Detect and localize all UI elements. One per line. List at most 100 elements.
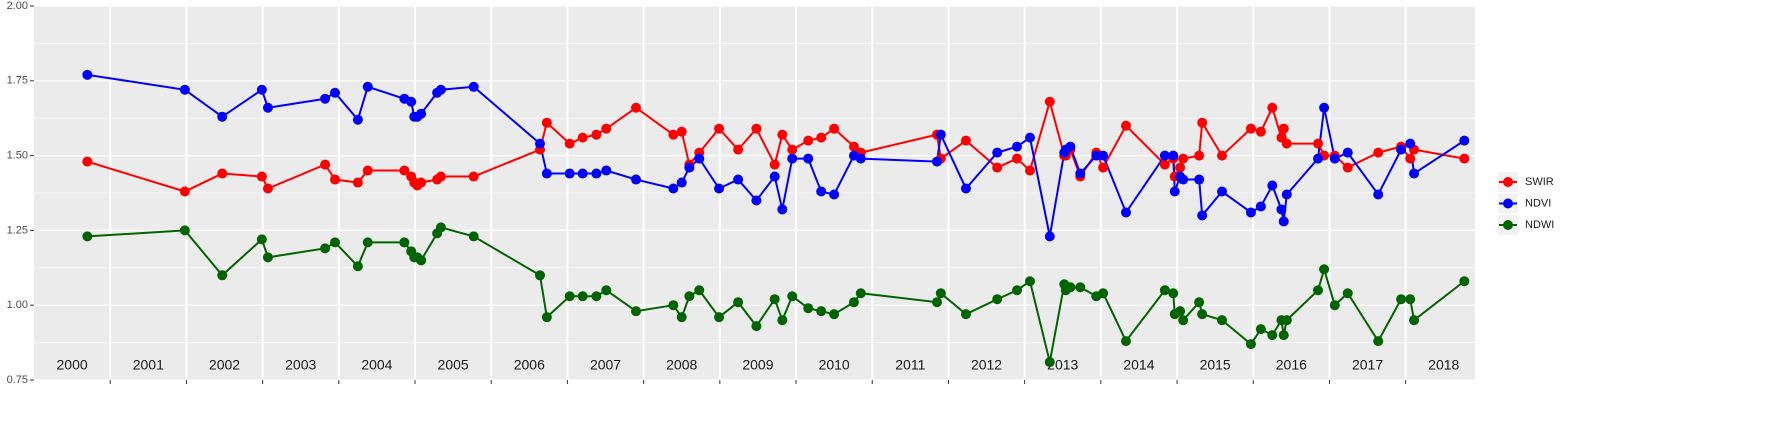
x-year-label: 2012 bbox=[971, 357, 1002, 373]
data-point bbox=[777, 315, 788, 326]
data-point bbox=[541, 312, 552, 323]
data-point bbox=[541, 117, 552, 128]
data-point bbox=[631, 174, 642, 185]
data-point bbox=[591, 168, 602, 179]
data-point bbox=[362, 81, 373, 92]
data-point bbox=[1373, 189, 1384, 200]
x-year-label: 2016 bbox=[1276, 357, 1307, 373]
data-point bbox=[684, 162, 695, 173]
data-point bbox=[1175, 162, 1186, 173]
data-point bbox=[468, 231, 479, 242]
data-point bbox=[1168, 150, 1179, 161]
data-point bbox=[1373, 147, 1384, 158]
data-point bbox=[1373, 336, 1384, 347]
data-point bbox=[399, 165, 410, 176]
data-point bbox=[601, 123, 612, 134]
data-point bbox=[256, 171, 267, 182]
data-point bbox=[787, 153, 798, 164]
data-point bbox=[1459, 153, 1470, 164]
data-point bbox=[787, 291, 798, 302]
data-point bbox=[848, 141, 859, 152]
data-point bbox=[803, 303, 814, 314]
x-year-label: 2004 bbox=[361, 357, 392, 373]
data-point bbox=[601, 165, 612, 176]
data-point bbox=[932, 297, 943, 308]
y-tick-label: 1.75 bbox=[7, 75, 28, 87]
data-point bbox=[82, 69, 93, 80]
data-point bbox=[1281, 189, 1292, 200]
x-year-label: 2010 bbox=[819, 357, 850, 373]
data-point bbox=[217, 111, 228, 122]
data-point bbox=[534, 138, 545, 149]
data-point bbox=[1178, 153, 1189, 164]
legend-key-point bbox=[1503, 198, 1513, 209]
data-point bbox=[256, 234, 267, 245]
x-year-label: 2015 bbox=[1200, 357, 1231, 373]
legend-key-point bbox=[1503, 177, 1513, 187]
legend-label: NDWI bbox=[1525, 219, 1554, 231]
data-point bbox=[468, 171, 479, 182]
data-point bbox=[1276, 204, 1287, 215]
data-point bbox=[1405, 294, 1416, 305]
data-point bbox=[1342, 147, 1353, 158]
data-point bbox=[1245, 207, 1256, 218]
data-point bbox=[1267, 102, 1278, 113]
data-point bbox=[960, 309, 971, 320]
data-point bbox=[668, 300, 679, 311]
x-year-label: 2009 bbox=[742, 357, 773, 373]
data-point bbox=[714, 123, 725, 134]
data-point bbox=[1065, 282, 1076, 293]
data-point bbox=[352, 261, 363, 272]
data-point bbox=[330, 174, 341, 185]
data-point bbox=[1197, 117, 1208, 128]
data-point bbox=[769, 171, 780, 182]
data-point bbox=[591, 291, 602, 302]
data-point bbox=[1313, 153, 1324, 164]
data-point bbox=[1098, 150, 1109, 161]
data-point bbox=[1120, 336, 1131, 347]
data-point bbox=[1217, 186, 1228, 197]
data-point bbox=[684, 291, 695, 302]
data-point bbox=[1405, 153, 1416, 164]
data-point bbox=[1281, 138, 1292, 149]
data-point bbox=[1217, 315, 1228, 326]
data-point bbox=[1329, 153, 1340, 164]
data-point bbox=[82, 156, 93, 167]
data-point bbox=[1255, 201, 1266, 212]
data-point bbox=[1044, 357, 1055, 368]
data-point bbox=[1012, 141, 1023, 152]
x-year-label: 2003 bbox=[285, 357, 316, 373]
data-point bbox=[816, 306, 827, 317]
data-point bbox=[1178, 315, 1189, 326]
data-point bbox=[769, 159, 780, 170]
data-point bbox=[1065, 141, 1076, 152]
x-year-label: 2002 bbox=[209, 357, 240, 373]
data-point bbox=[676, 312, 687, 323]
data-point bbox=[1159, 159, 1170, 170]
data-point bbox=[992, 147, 1003, 158]
y-tick-label: 1.25 bbox=[7, 224, 28, 236]
data-point bbox=[816, 132, 827, 143]
data-point bbox=[416, 108, 427, 119]
data-point bbox=[816, 186, 827, 197]
data-point bbox=[435, 222, 446, 233]
data-point bbox=[82, 231, 93, 242]
data-point bbox=[631, 306, 642, 317]
data-point bbox=[217, 270, 228, 281]
data-point bbox=[1044, 231, 1055, 242]
data-point bbox=[1459, 135, 1470, 146]
data-point bbox=[676, 126, 687, 137]
data-point bbox=[1396, 294, 1407, 305]
data-point bbox=[1197, 210, 1208, 221]
data-point bbox=[564, 168, 575, 179]
data-point bbox=[534, 270, 545, 281]
data-point bbox=[179, 84, 190, 95]
data-point bbox=[362, 165, 373, 176]
data-point bbox=[733, 297, 744, 308]
data-point bbox=[714, 312, 725, 323]
data-point bbox=[256, 84, 267, 95]
data-point bbox=[694, 285, 705, 296]
x-year-label: 2008 bbox=[666, 357, 697, 373]
data-point bbox=[564, 291, 575, 302]
